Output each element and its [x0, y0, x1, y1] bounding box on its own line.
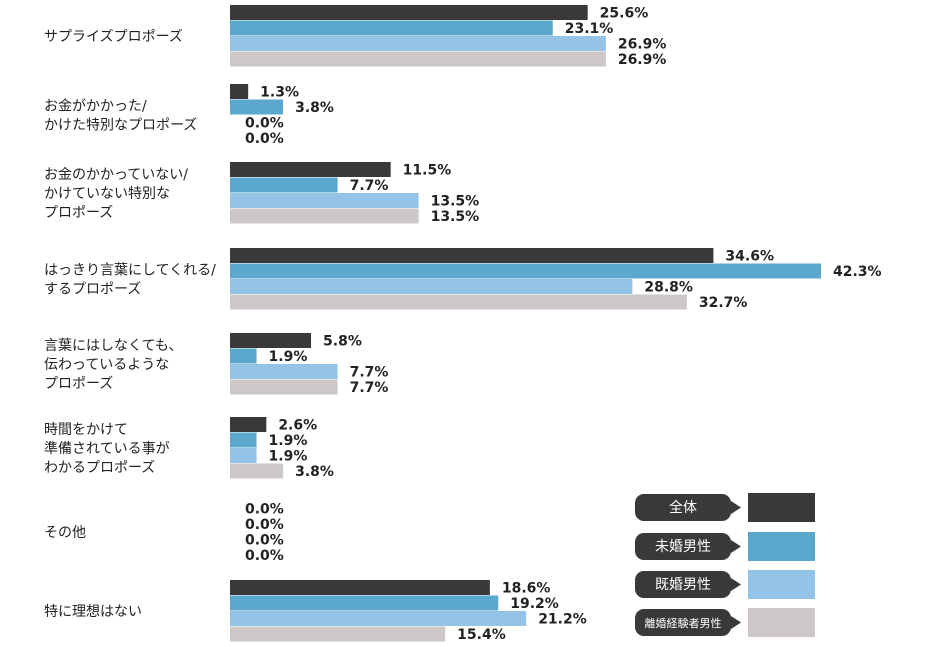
- value-label: 21.2%: [538, 612, 587, 628]
- legend-pointer: [731, 540, 741, 553]
- value-label: 42.3%: [833, 264, 882, 280]
- bar: [230, 84, 249, 99]
- value-label: 13.5%: [431, 194, 480, 210]
- category-label: はっきり言葉にしてくれる/: [44, 263, 216, 279]
- value-label: 3.8%: [295, 464, 334, 480]
- value-label: 18.6%: [502, 581, 551, 597]
- category-label: 時間をかけて: [44, 422, 128, 438]
- bar: [230, 364, 338, 379]
- category-label: するプロポーズ: [44, 282, 141, 298]
- bar: [230, 248, 714, 263]
- bar: [230, 177, 338, 193]
- bar: [230, 595, 499, 611]
- category-label: お金のかかっていない/: [44, 167, 188, 183]
- category-label: 準備されている事が: [44, 441, 170, 457]
- value-label: 11.5%: [403, 163, 452, 179]
- value-label: 0.0%: [245, 548, 284, 564]
- value-label: 7.7%: [350, 365, 389, 381]
- bar: [230, 208, 419, 224]
- legend-swatch: [748, 608, 815, 637]
- category-label: かけた特別なプロポーズ: [44, 118, 197, 134]
- bar: [230, 162, 391, 177]
- category-label: その他: [44, 525, 86, 541]
- legend-pointer: [731, 501, 741, 514]
- legend-swatch: [748, 570, 815, 599]
- category-label: お金がかかった/: [44, 99, 147, 115]
- value-label: 0.0%: [245, 116, 284, 132]
- value-labels: 25.6%23.1%26.9%26.9%1.3%3.8%0.0%0.0%11.5…: [245, 6, 882, 644]
- bar: [230, 417, 267, 432]
- bar: [230, 99, 284, 115]
- value-label: 0.0%: [245, 502, 284, 518]
- bar: [230, 36, 606, 51]
- bar: [230, 348, 257, 364]
- value-label: 1.3%: [260, 85, 299, 101]
- bar: [230, 51, 606, 67]
- bar: [230, 5, 588, 20]
- bar: [230, 20, 553, 36]
- value-label: 1.9%: [269, 433, 308, 449]
- bar: [230, 279, 633, 294]
- value-label: 26.9%: [618, 52, 667, 68]
- legend-label: 離婚経験者男性: [645, 616, 722, 630]
- bar: [230, 379, 338, 395]
- bar: [230, 333, 312, 348]
- legend-badge: [635, 533, 731, 560]
- category-label: 伝わっているような: [44, 357, 169, 373]
- bar: [230, 611, 527, 626]
- value-label: 1.9%: [269, 349, 308, 365]
- legend-badge: [635, 494, 731, 521]
- legend-badge: [635, 571, 731, 598]
- category-label: プロポーズ: [44, 376, 113, 392]
- value-label: 1.9%: [269, 449, 308, 465]
- legend-item: 既婚男性: [635, 570, 815, 599]
- bars: [230, 5, 821, 642]
- bar: [230, 448, 257, 463]
- legend-swatch: [748, 532, 815, 561]
- bar: [230, 263, 821, 279]
- legend-item: 離婚経験者男性: [635, 608, 815, 637]
- value-label: 2.6%: [278, 418, 317, 434]
- value-label: 19.2%: [510, 596, 559, 612]
- bar: [230, 463, 284, 479]
- legend-badge: [635, 609, 731, 636]
- category-label: かけていない特別な: [44, 186, 170, 202]
- category-label: サプライズプロポーズ: [44, 29, 183, 45]
- bar: [230, 626, 446, 642]
- value-label: 0.0%: [245, 517, 284, 533]
- value-label: 13.5%: [431, 209, 480, 225]
- value-label: 25.6%: [600, 6, 649, 22]
- value-label: 7.7%: [350, 178, 389, 194]
- bar: [230, 432, 257, 448]
- legend-item: 未婚男性: [635, 532, 815, 561]
- value-label: 34.6%: [725, 249, 774, 265]
- category-labels: サプライズプロポーズお金がかかった/かけた特別なプロポーズお金のかかっていない/…: [44, 29, 216, 620]
- category-label: 特に理想はない: [44, 604, 142, 620]
- bar: [230, 193, 419, 208]
- legend-label: 未婚男性: [655, 539, 711, 555]
- legend-label: 全体: [669, 499, 697, 516]
- value-label: 32.7%: [699, 295, 748, 311]
- category-label: プロポーズ: [44, 205, 113, 221]
- legend-label: 既婚男性: [655, 577, 711, 593]
- category-label: 言葉にはしなくても、: [44, 338, 182, 354]
- category-label: わかるプロポーズ: [44, 460, 155, 476]
- value-label: 3.8%: [295, 100, 334, 116]
- bar: [230, 580, 490, 595]
- value-label: 0.0%: [245, 533, 284, 549]
- legend-item: 全体: [635, 493, 815, 522]
- bar: [230, 294, 687, 310]
- value-label: 0.0%: [245, 131, 284, 147]
- legend-swatch: [748, 493, 815, 522]
- value-label: 23.1%: [565, 21, 614, 37]
- value-label: 15.4%: [457, 627, 506, 643]
- value-label: 28.8%: [644, 280, 693, 296]
- value-label: 7.7%: [350, 380, 389, 396]
- value-label: 5.8%: [323, 334, 362, 350]
- value-label: 26.9%: [618, 37, 667, 53]
- legend-pointer: [731, 616, 741, 629]
- legend-pointer: [731, 578, 741, 591]
